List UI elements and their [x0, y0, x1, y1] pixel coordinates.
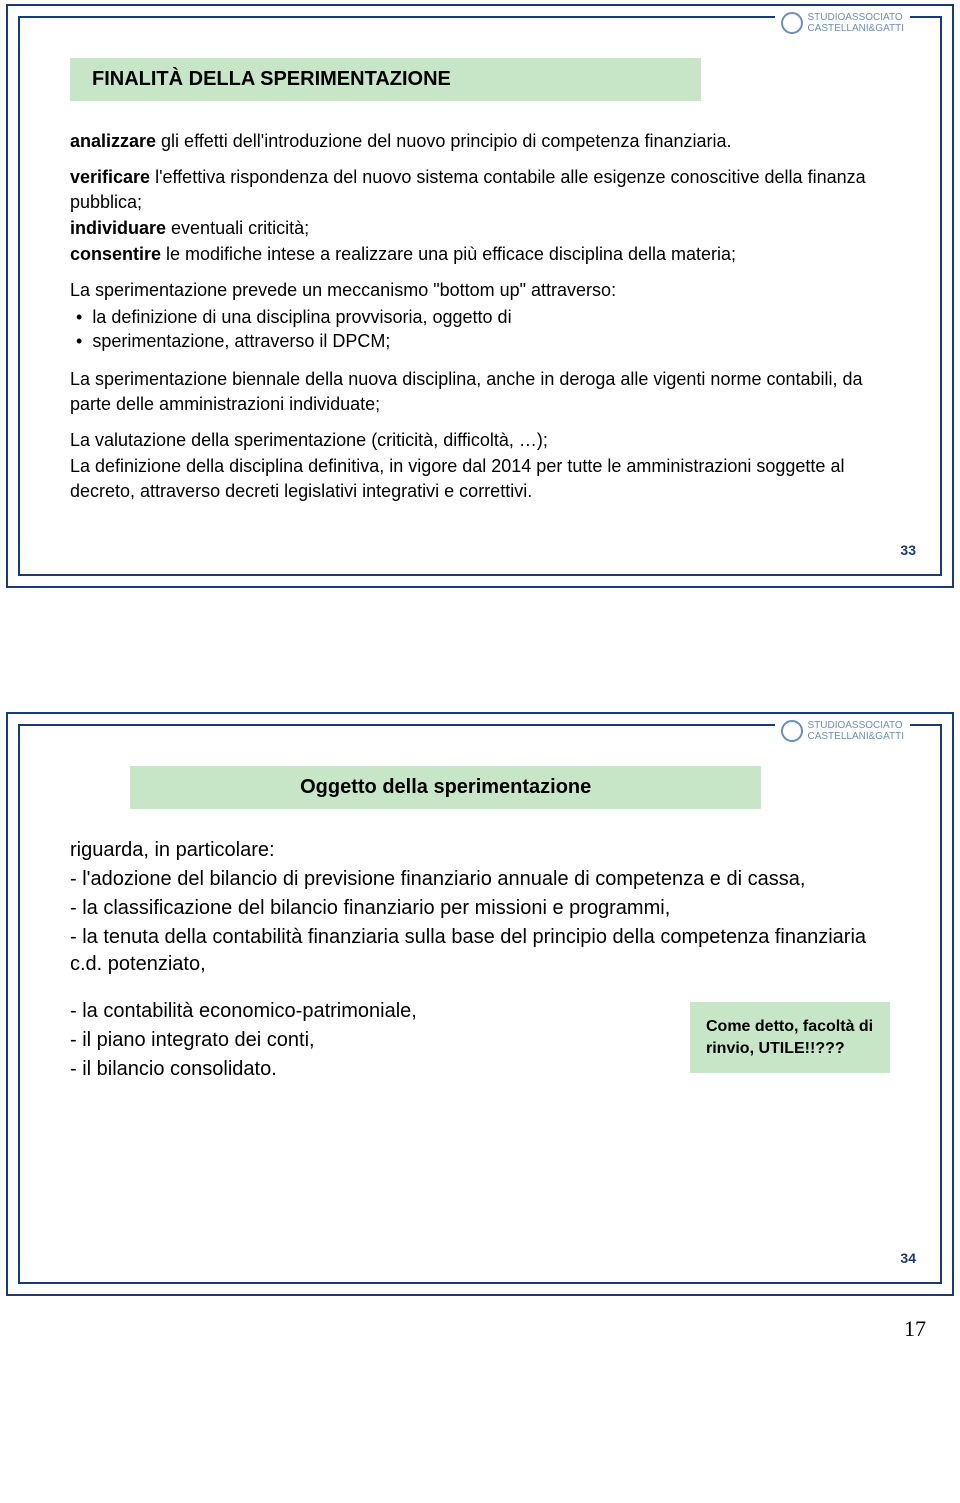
- slide2-body: riguarda, in particolare: - l'adozione d…: [70, 837, 890, 1085]
- slide1-p4: consentire le modifiche intese a realizz…: [70, 242, 890, 266]
- slide1-p2: verificare l'effettiva rispondenza del n…: [70, 165, 890, 214]
- slide2-title-band: Oggetto della sperimentazione: [130, 766, 761, 809]
- slide1-p3: individuare eventuali criticità;: [70, 216, 890, 240]
- slide1-p7: La valutazione della sperimentazione (cr…: [70, 428, 890, 452]
- logo-line2: CASTELLANI&GATTI: [807, 23, 904, 34]
- logo2-line2: CASTELLANI&GATTI: [807, 731, 904, 742]
- slide2-col-left: - la contabilità economico-patrimoniale,…: [70, 998, 650, 1085]
- slide2-l3: - la tenuta della contabilità finanziari…: [70, 924, 890, 978]
- slide2-number: 34: [900, 1250, 916, 1266]
- slide1-p1: analizzare gli effetti dell'introduzione…: [70, 129, 890, 153]
- p1-rest: gli effetti dell'introduzione del nuovo …: [156, 131, 731, 151]
- p2-rest: l'effettiva rispondenza del nuovo sistem…: [70, 167, 866, 211]
- slide2-l2: - la classificazione del bilancio finanz…: [70, 895, 890, 922]
- p3-rest: eventuali criticità;: [166, 218, 309, 238]
- p4-rest: le modifiche intese a realizzare una più…: [161, 244, 736, 264]
- slide1-p5: La sperimentazione prevede un meccanismo…: [70, 278, 890, 302]
- slide2-c2: - il piano integrato dei conti,: [70, 1027, 650, 1054]
- slide-2-inner: STUDIOASSOCIATO CASTELLANI&GATTI Oggetto…: [18, 724, 942, 1284]
- slide1-bullets: la definizione di una disciplina provvis…: [70, 305, 890, 354]
- slide1-body: analizzare gli effetti dell'introduzione…: [70, 129, 890, 503]
- slide1-title: FINALITÀ DELLA SPERIMENTAZIONE: [92, 68, 451, 90]
- slide-gap: [0, 602, 960, 712]
- slide2-row: - la contabilità economico-patrimoniale,…: [70, 998, 890, 1085]
- logo-icon: [781, 12, 803, 34]
- slide1-b2: sperimentazione, attraverso il DPCM;: [76, 329, 890, 353]
- slide-2-outer: STUDIOASSOCIATO CASTELLANI&GATTI Oggetto…: [6, 712, 954, 1296]
- slide1-p8: La definizione della disciplina definiti…: [70, 454, 890, 503]
- slide2-note-box: Come detto, facoltà di rinvio, UTILE!!??…: [690, 1002, 890, 1073]
- slide2-p1: riguarda, in particolare:: [70, 837, 890, 864]
- p2-lead: verificare: [70, 167, 150, 187]
- logo-icon-2: [781, 720, 803, 742]
- slide1-b1: la definizione di una disciplina provvis…: [76, 305, 890, 329]
- slide-1-outer: STUDIOASSOCIATO CASTELLANI&GATTI FINALIT…: [6, 4, 954, 588]
- logo2-line1: STUDIOASSOCIATO: [807, 720, 902, 731]
- logo-text-2: STUDIOASSOCIATO CASTELLANI&GATTI: [807, 720, 904, 742]
- slide2-title: Oggetto della sperimentazione: [300, 776, 591, 798]
- slide1-title-band: FINALITÀ DELLA SPERIMENTAZIONE: [70, 58, 701, 101]
- p3-lead: individuare: [70, 218, 166, 238]
- brand-logo: STUDIOASSOCIATO CASTELLANI&GATTI: [775, 12, 910, 34]
- slide1-p6: La sperimentazione biennale della nuova …: [70, 367, 890, 416]
- page-number: 17: [0, 1310, 960, 1352]
- slide2-l1: - l'adozione del bilancio di previsione …: [70, 866, 890, 893]
- slide2-c1: - la contabilità economico-patrimoniale,: [70, 998, 650, 1025]
- logo-line1: STUDIOASSOCIATO: [807, 12, 902, 23]
- slide1-number: 33: [900, 542, 916, 558]
- slide-1-inner: STUDIOASSOCIATO CASTELLANI&GATTI FINALIT…: [18, 16, 942, 576]
- p4-lead: consentire: [70, 244, 161, 264]
- p1-lead: analizzare: [70, 131, 156, 151]
- slide2-c3: - il bilancio consolidato.: [70, 1056, 650, 1083]
- logo-text: STUDIOASSOCIATO CASTELLANI&GATTI: [807, 12, 904, 34]
- brand-logo-2: STUDIOASSOCIATO CASTELLANI&GATTI: [775, 720, 910, 742]
